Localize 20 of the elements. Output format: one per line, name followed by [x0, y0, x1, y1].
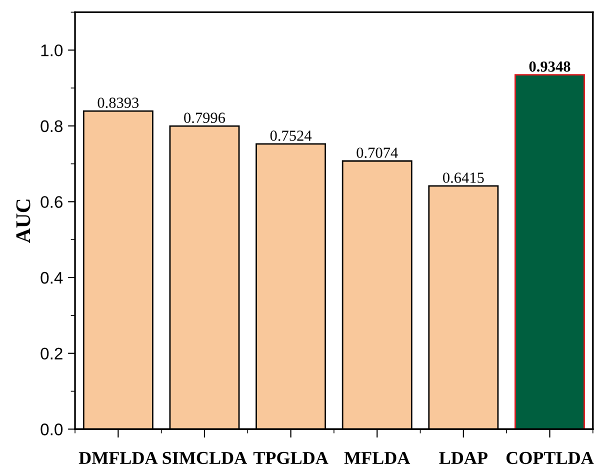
x-tick-label: COPTLDA [506, 452, 594, 464]
data-label: 0.8393 [98, 98, 139, 108]
y-tick-label: 0.4 [40, 272, 63, 284]
y-tick-label: 0.8 [40, 120, 62, 132]
data-label: 0.9348 [529, 61, 570, 72]
y-tick-label: 1.0 [41, 44, 63, 56]
bar [514, 74, 585, 430]
y-axis-title: AUC [16, 200, 30, 244]
data-label: 0.7996 [184, 112, 226, 124]
x-tick-label: TPGLDA [253, 452, 328, 464]
x-tick-label: SIMCLDA [162, 452, 247, 464]
data-label: 0.6415 [443, 172, 484, 183]
data-label: 0.7074 [356, 148, 398, 158]
y-tick-label: 0.0 [40, 424, 63, 436]
y-tick-label: 0.6 [40, 196, 62, 208]
x-tick-label: DMFLDA [78, 452, 158, 464]
data-label: 0.7524 [270, 130, 312, 141]
x-tick-label: LDAP [439, 452, 488, 464]
y-tick-label: 0.2 [40, 348, 62, 360]
x-tick-label: MFLDA [344, 452, 410, 464]
